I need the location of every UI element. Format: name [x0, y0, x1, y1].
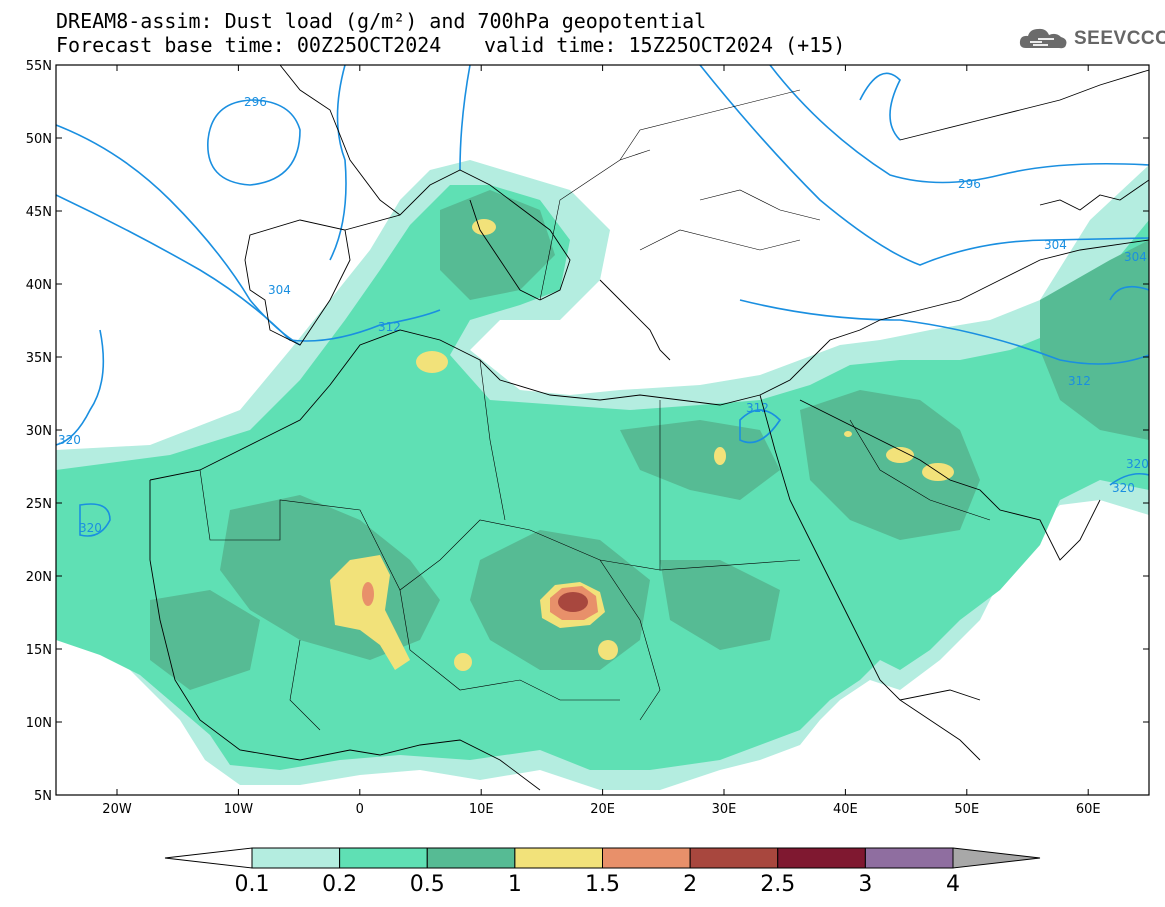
dust-field: 296 296 304 304 304 312 312 312 320 320 …	[56, 65, 1149, 791]
contour-label: 304	[1044, 238, 1067, 252]
colorbar-swatch	[864, 847, 954, 869]
cloud-logo-icon	[1019, 28, 1067, 49]
brand-logo: SEEVCCC	[1018, 26, 1165, 52]
forecast-base-time: Forecast base time: 00Z25OCT2024	[56, 33, 442, 57]
colorbar: 0.1 0.2 0.5 1 1.5 2 2.5 3 4	[164, 847, 1041, 897]
contour-label: 312	[378, 320, 401, 334]
contour-label: 304	[1124, 250, 1147, 264]
lon-label: 30E	[712, 802, 737, 817]
contour-label: 312	[1068, 374, 1091, 388]
colorbar-label: 0.1	[235, 872, 270, 897]
colorbar-swatch	[777, 847, 866, 869]
lon-label: 20E	[590, 802, 615, 817]
lon-label: 50E	[954, 802, 979, 817]
contour-label: 320	[58, 433, 81, 447]
coastlines	[149, 65, 1149, 791]
lon-label: 60E	[1076, 802, 1101, 817]
lon-label: 10W	[224, 802, 254, 817]
lat-label: 15N	[26, 643, 52, 658]
chart-title: DREAM8-assim: Dust load (g/m²) and 700hP…	[56, 9, 707, 33]
colorbar-label: 3	[858, 872, 872, 897]
lat-label: 45N	[26, 205, 52, 220]
colorbar-swatch	[251, 847, 341, 869]
colorbar-label: 0.2	[322, 872, 357, 897]
lat-label: 55N	[26, 59, 52, 74]
contour-label: 320	[1112, 481, 1135, 495]
colorbar-label: 1.5	[585, 872, 620, 897]
colorbar-swatch	[426, 847, 516, 869]
contour-label: 296	[958, 177, 981, 191]
contour-label: 320	[1126, 457, 1149, 471]
colorbar-low-end	[164, 847, 253, 869]
lat-label: 5N	[34, 789, 52, 804]
lat-label: 40N	[26, 278, 52, 293]
contour-label: 304	[268, 283, 291, 297]
colorbar-swatch	[514, 847, 603, 869]
lon-label: 0	[356, 802, 364, 817]
contour-labels: 296 296 304 304 304 312 312 312 320 320 …	[58, 95, 1149, 535]
contour-label: 320	[79, 521, 102, 535]
longitude-axis: 20W 10W 0 10E 20E 30E 40E 50E 60E	[102, 65, 1101, 817]
lat-label: 50N	[26, 132, 52, 147]
colorbar-swatch	[339, 847, 428, 869]
valid-time: valid time: 15Z25OCT2024 (+15)	[484, 33, 846, 57]
latitude-axis: 55N 50N 45N 40N 35N 30N 25N 20N 15N 10N 5N	[26, 59, 1149, 804]
colorbar-label: 1	[508, 872, 522, 897]
lon-label: 20W	[102, 802, 132, 817]
colorbar-high-end	[952, 847, 1041, 869]
contour-label: 312	[746, 401, 769, 415]
lat-label: 20N	[26, 570, 52, 585]
lat-label: 30N	[26, 424, 52, 439]
colorbar-label: 0.5	[410, 872, 445, 897]
colorbar-swatch	[689, 847, 779, 869]
lon-label: 40E	[833, 802, 858, 817]
geopotential-contours	[56, 65, 1149, 537]
lat-label: 25N	[26, 497, 52, 512]
country-borders	[199, 89, 991, 731]
colorbar-label: 2.5	[760, 872, 795, 897]
lat-label: 10N	[26, 716, 52, 731]
colorbar-label: 4	[946, 872, 960, 897]
dust-level-2	[558, 592, 588, 612]
lon-label: 10E	[469, 802, 494, 817]
colorbar-swatch	[602, 847, 691, 869]
lat-label: 35N	[26, 351, 52, 366]
contour-label: 296	[244, 95, 267, 109]
brand-name: SEEVCCC	[1074, 28, 1165, 49]
colorbar-label: 2	[683, 872, 697, 897]
